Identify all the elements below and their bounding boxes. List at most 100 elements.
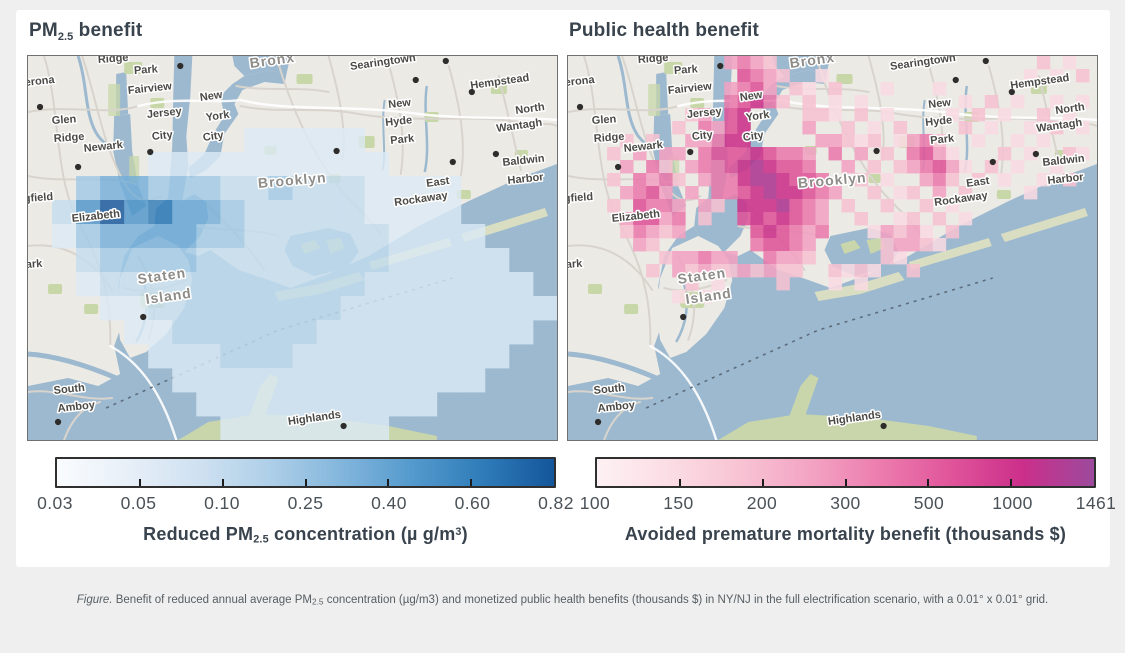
heat-cell [958, 121, 973, 135]
heat-cell [364, 152, 390, 177]
heat-cell [412, 248, 438, 273]
heat-cell [220, 344, 245, 369]
heat-cell [763, 199, 777, 213]
colorbar-tick-label: 0.03 [37, 493, 73, 513]
heat-cell [484, 272, 510, 297]
heat-cell [172, 224, 197, 249]
heat-cell [646, 212, 660, 226]
heat-cell [388, 224, 414, 249]
colorbar-tick-mark [470, 479, 473, 486]
heat-cell [633, 173, 647, 187]
heat-cell [340, 296, 366, 321]
map-place-label: Jersey [686, 105, 723, 121]
heat-cell [685, 277, 699, 291]
heat-cell [971, 108, 986, 122]
panel-pm25-benefit: PM2.5 benefit erona Ridge Park Fairview Glen… [27, 18, 573, 546]
heat-cell [1036, 173, 1051, 187]
heat-cell [945, 160, 960, 174]
heat-cell [906, 186, 921, 200]
heat-cell [945, 147, 960, 161]
heat-cell [340, 176, 366, 201]
heat-cell [945, 225, 960, 239]
heat-cell [932, 82, 947, 96]
heat-cell [244, 392, 269, 417]
colorbar-health [595, 457, 1096, 488]
heat-cell [672, 147, 686, 161]
heat-cell [789, 238, 803, 252]
map-place-label: North [515, 101, 546, 117]
heat-cell [460, 296, 486, 321]
heat-cell [646, 225, 660, 239]
heat-cell [724, 56, 738, 70]
heat-cell [724, 160, 738, 174]
heat-cell [148, 248, 173, 273]
map-town-dot [687, 148, 694, 156]
heat-cell [292, 320, 317, 345]
heat-cell [945, 199, 960, 213]
heat-cell [880, 238, 895, 252]
heat-cell [340, 224, 366, 249]
heat-cell [620, 212, 634, 226]
heat-cell [932, 212, 947, 226]
heat-cell [1010, 160, 1025, 174]
heat-cell [646, 134, 660, 148]
heat-cell [196, 152, 221, 177]
heat-cell [685, 264, 699, 278]
heat-cell [828, 95, 842, 109]
heat-cell [292, 248, 317, 273]
heat-cell [828, 108, 842, 122]
heat-cell [776, 264, 790, 278]
colorbar-label-part: Avoided premature mortality benefit (tho… [624, 524, 1067, 544]
heat-cell [196, 296, 221, 321]
heat-cell [124, 272, 149, 297]
heat-cell [997, 108, 1012, 122]
heat-cell [292, 176, 317, 201]
map-town-dot [680, 313, 687, 321]
heat-cell [340, 320, 366, 345]
heat-cell [724, 134, 738, 148]
colorbar-tick-mark [138, 479, 141, 486]
map-place-label: New [199, 89, 224, 104]
heat-cell [340, 344, 366, 369]
heat-cell [52, 200, 77, 225]
heat-cell [789, 225, 803, 239]
heat-cell [1049, 121, 1064, 135]
map-town-dot [873, 147, 880, 155]
map-town-dot [717, 62, 724, 70]
heat-cell [763, 69, 777, 83]
heat-cell [880, 225, 895, 239]
heat-cell [802, 82, 816, 96]
heat-cell [220, 224, 245, 249]
heat-cell [436, 344, 462, 369]
heat-cell [436, 224, 462, 249]
map-health: erona Ridge Park Fairview Glen Ridge New York Ci… [567, 55, 1098, 441]
map-place-label: Park [930, 132, 956, 147]
map-town-dot [442, 57, 449, 65]
colorbar-tick-label: 200 [746, 493, 778, 513]
heat-cell [364, 392, 390, 417]
heat-cell [316, 224, 341, 249]
heat-cell [711, 121, 725, 135]
heat-cell [932, 134, 947, 148]
heat-cell [659, 173, 673, 187]
heat-cell [124, 200, 149, 225]
heat-cell [776, 69, 790, 83]
colorbar-tick-label: 100 [579, 493, 611, 513]
heat-cell [436, 296, 462, 321]
heat-cell [763, 95, 777, 109]
colorbar-tick-mark [761, 479, 764, 486]
heat-cell [412, 296, 438, 321]
heat-cell [698, 108, 712, 122]
heat-cell [854, 147, 868, 161]
colorbar-tick-label: 0.82 [538, 493, 574, 513]
heat-cell [854, 173, 868, 187]
heat-cell [316, 416, 341, 440]
heat-cell [172, 320, 197, 345]
heat-cell [412, 392, 438, 417]
map-town-dot [576, 103, 584, 111]
heat-cell [893, 212, 908, 226]
heat-cell [711, 147, 725, 161]
heat-cell [815, 108, 829, 122]
heat-cell [1036, 134, 1051, 148]
heat-cell [100, 200, 125, 225]
